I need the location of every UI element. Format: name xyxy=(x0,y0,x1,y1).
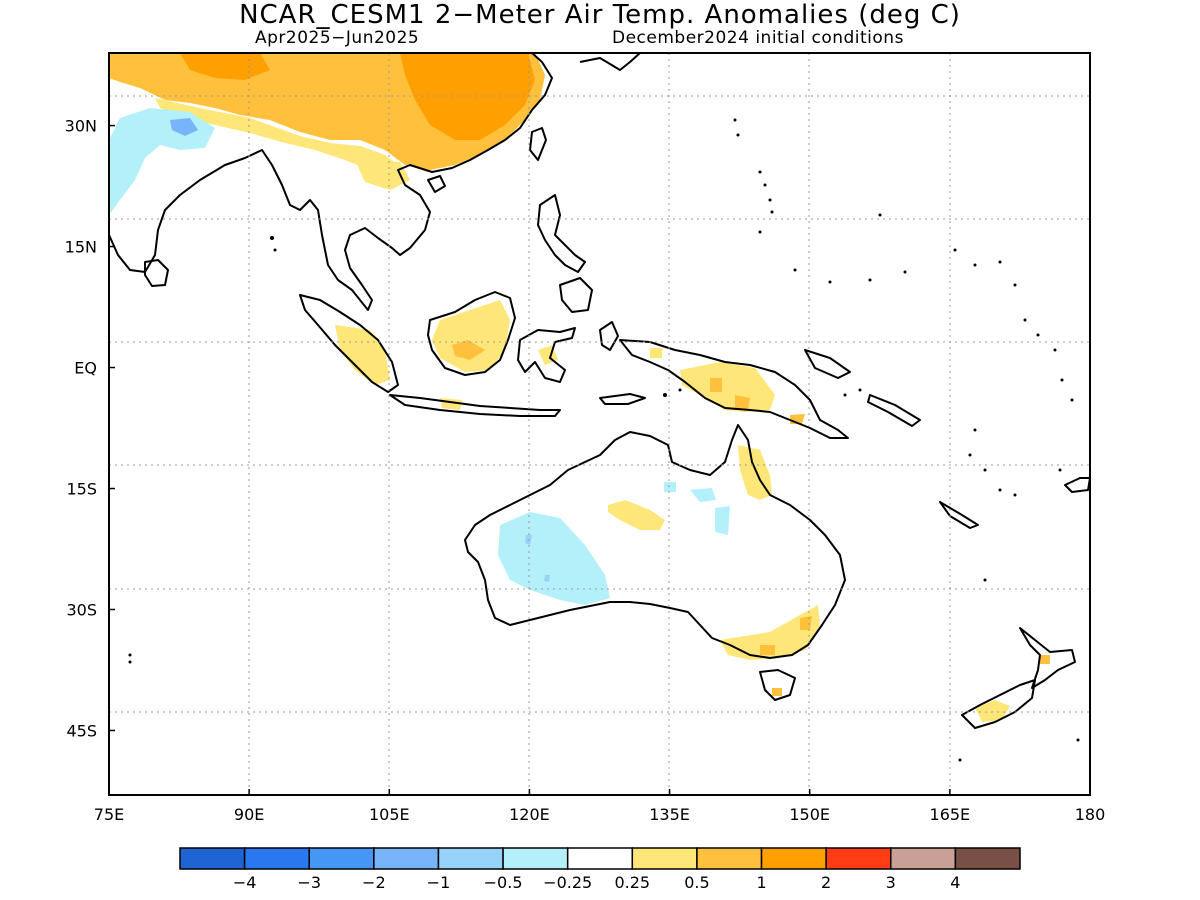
colorbar-swatch xyxy=(179,847,246,870)
anomaly-cooler-india xyxy=(170,118,198,136)
lon-tick-label: 90E xyxy=(234,805,264,824)
colorbar-label: 3 xyxy=(886,873,896,892)
anomaly-cooler-west-australia-2 xyxy=(544,575,550,582)
lon-tick-label: 180 xyxy=(1075,805,1106,824)
coast-hainan xyxy=(427,175,446,193)
colorbar-swatch xyxy=(696,847,763,870)
coast-vanuatu xyxy=(939,501,979,529)
colorbar-label: −0.5 xyxy=(484,873,523,892)
anomaly-warm-central-australia xyxy=(608,500,665,530)
anomaly-warm-se-australia xyxy=(720,605,820,660)
colorbar-swatch xyxy=(890,847,957,870)
lon-tick-label: 120E xyxy=(509,805,550,824)
anomaly-warmer-png xyxy=(735,395,750,410)
colorbar-label: 2 xyxy=(821,873,831,892)
lon-tick-label: 150E xyxy=(789,805,830,824)
colorbar-label: −0.25 xyxy=(543,873,592,892)
anomaly-fringe-china xyxy=(155,98,405,178)
lat-tick-label: EQ xyxy=(74,359,97,378)
colorbar-label: −4 xyxy=(233,873,257,892)
coast-sulawesi xyxy=(517,327,576,383)
anomaly-warmer-borneo xyxy=(452,340,485,360)
colorbar-swatch xyxy=(243,847,310,870)
coast-png-islands xyxy=(804,349,851,379)
coast-asia-mainland xyxy=(109,53,553,311)
anomaly-cool-north-australia-2 xyxy=(664,482,676,492)
colorbar-swatch xyxy=(566,847,634,870)
anomaly-cool-queensland-inland xyxy=(715,506,730,535)
colorbar-label: −1 xyxy=(427,873,451,892)
colorbar-swatch xyxy=(760,847,827,870)
coast-borneo xyxy=(427,291,516,376)
lat-tick-label: 30S xyxy=(66,601,97,620)
map-area xyxy=(109,53,1090,795)
anomaly-warmer-new-zealand xyxy=(1040,655,1050,664)
subtitle-period: Apr2025−Jun2025 xyxy=(255,28,420,48)
colorbar-label: 0.25 xyxy=(614,873,650,892)
anomaly-warm-maluku xyxy=(650,348,662,358)
colorbar-label: −3 xyxy=(297,873,321,892)
anomaly-warmer-victoria xyxy=(760,645,775,655)
graticule xyxy=(109,53,1090,795)
colorbar-label: 4 xyxy=(950,873,960,892)
coast-philippines-mindanao xyxy=(559,277,593,313)
anomaly-cool-north-australia xyxy=(690,488,716,502)
anomaly-fringe-indochina xyxy=(355,160,410,190)
lat-tick-label: 15S xyxy=(66,480,97,499)
anomaly-cool-india xyxy=(109,108,215,215)
lon-tick-label: 165E xyxy=(930,805,971,824)
colorbar-label: −2 xyxy=(362,873,386,892)
lon-tick-label: 105E xyxy=(369,805,410,824)
colorbar-label: 1 xyxy=(756,873,766,892)
small-islands xyxy=(128,118,1080,762)
coast-java xyxy=(389,394,561,417)
coast-sumatra xyxy=(299,294,399,393)
colorbar-swatch xyxy=(825,847,892,870)
anomaly-warmer-tasmania xyxy=(772,688,782,696)
coast-new-guinea xyxy=(619,339,849,439)
colorbar-swatch xyxy=(502,847,569,870)
anomaly-warm-new-guinea xyxy=(680,362,775,412)
map-frame xyxy=(108,52,1091,796)
anomaly-warm-new-zealand xyxy=(975,700,1010,722)
colorbar-label: 0.5 xyxy=(684,873,709,892)
colorbar-swatch xyxy=(954,847,1021,870)
subtitle-initial-conditions: December2024 initial conditions xyxy=(612,28,904,48)
anomaly-hot-plateau xyxy=(180,53,270,80)
lat-tick-label: 30N xyxy=(65,117,97,136)
coast-solomons xyxy=(867,394,921,427)
colorbar-swatch xyxy=(631,847,698,870)
colorbar: −4 −3 −2 −1 −0.5 −0.25 0.25 0.5 1 2 3 4 xyxy=(179,847,1021,892)
coast-philippines-luzon xyxy=(537,194,586,273)
colorbar-swatch xyxy=(308,847,375,870)
colorbar-swatch xyxy=(373,847,440,870)
anomaly-warm-sumatra xyxy=(335,325,390,385)
anomaly-warm-borneo xyxy=(432,300,510,372)
coast-tasmania xyxy=(759,669,796,701)
anomaly-warmer-se-australia xyxy=(800,616,812,630)
longitude-axis: 75E 90E 105E 120E 135E 150E 165E 180 xyxy=(94,789,1106,824)
coast-japan xyxy=(579,53,641,71)
colorbar-swatch xyxy=(437,847,504,870)
coast-australia xyxy=(464,424,846,659)
lon-tick-label: 135E xyxy=(649,805,690,824)
coast-taiwan xyxy=(529,127,547,161)
coast-nz-north xyxy=(1019,627,1076,689)
latitude-axis: 30N 15N EQ 15S 30S 45S xyxy=(65,117,115,740)
coastlines xyxy=(109,53,1090,729)
anomaly-hot-china-core xyxy=(400,53,535,140)
coast-sri-lanka xyxy=(144,259,169,287)
lon-tick-label: 75E xyxy=(94,805,124,824)
chart-title: NCAR_CESM1 2−Meter Air Temp. Anomalies (… xyxy=(239,0,961,30)
lat-tick-label: 45S xyxy=(66,721,97,740)
coast-nz-south xyxy=(961,679,1036,729)
lat-tick-label: 15N xyxy=(65,238,97,257)
coast-timor xyxy=(599,393,646,405)
anomaly-warmer-new-guinea xyxy=(710,378,722,392)
